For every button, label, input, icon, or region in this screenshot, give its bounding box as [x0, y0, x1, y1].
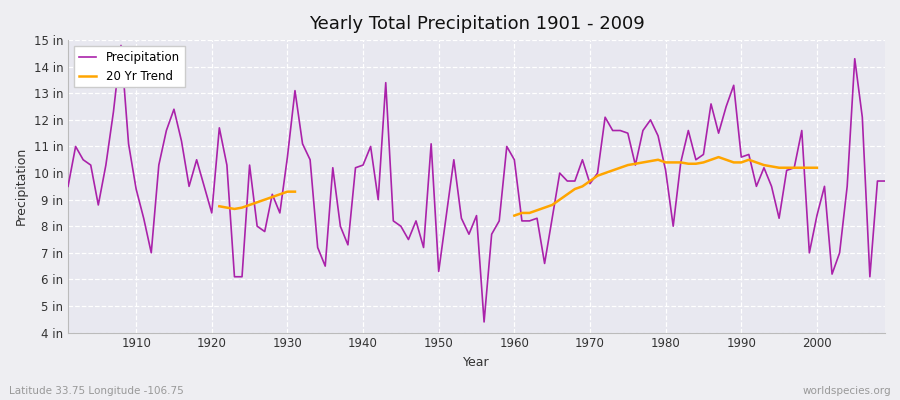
- Precipitation: [297, 142, 308, 146]
- Precipitation: [63, 184, 74, 189]
- 20 Yr Trend: [237, 205, 248, 210]
- X-axis label: Year: Year: [464, 356, 490, 369]
- Text: worldspecies.org: worldspecies.org: [803, 386, 891, 396]
- Precipitation: [615, 128, 626, 133]
- Precipitation: [343, 242, 354, 247]
- 20 Yr Trend: [244, 202, 255, 207]
- Title: Yearly Total Precipitation 1901 - 2009: Yearly Total Precipitation 1901 - 2009: [309, 15, 644, 33]
- 20 Yr Trend: [252, 200, 263, 205]
- Precipitation: [879, 179, 890, 184]
- 20 Yr Trend: [259, 197, 270, 202]
- Y-axis label: Precipitation: Precipitation: [15, 147, 28, 226]
- 20 Yr Trend: [221, 205, 232, 210]
- 20 Yr Trend: [267, 194, 278, 199]
- 20 Yr Trend: [282, 189, 292, 194]
- 20 Yr Trend: [214, 204, 225, 209]
- 20 Yr Trend: [230, 206, 240, 211]
- Precipitation: [479, 320, 490, 324]
- 20 Yr Trend: [274, 192, 285, 197]
- 20 Yr Trend: [290, 189, 301, 194]
- Precipitation: [517, 218, 527, 223]
- Text: Latitude 33.75 Longitude -106.75: Latitude 33.75 Longitude -106.75: [9, 386, 184, 396]
- Precipitation: [130, 187, 141, 192]
- Precipitation: [524, 218, 535, 223]
- Line: 20 Yr Trend: 20 Yr Trend: [220, 192, 295, 209]
- Line: Precipitation: Precipitation: [68, 46, 885, 322]
- Legend: Precipitation, 20 Yr Trend: Precipitation, 20 Yr Trend: [74, 46, 184, 87]
- Precipitation: [115, 43, 126, 48]
